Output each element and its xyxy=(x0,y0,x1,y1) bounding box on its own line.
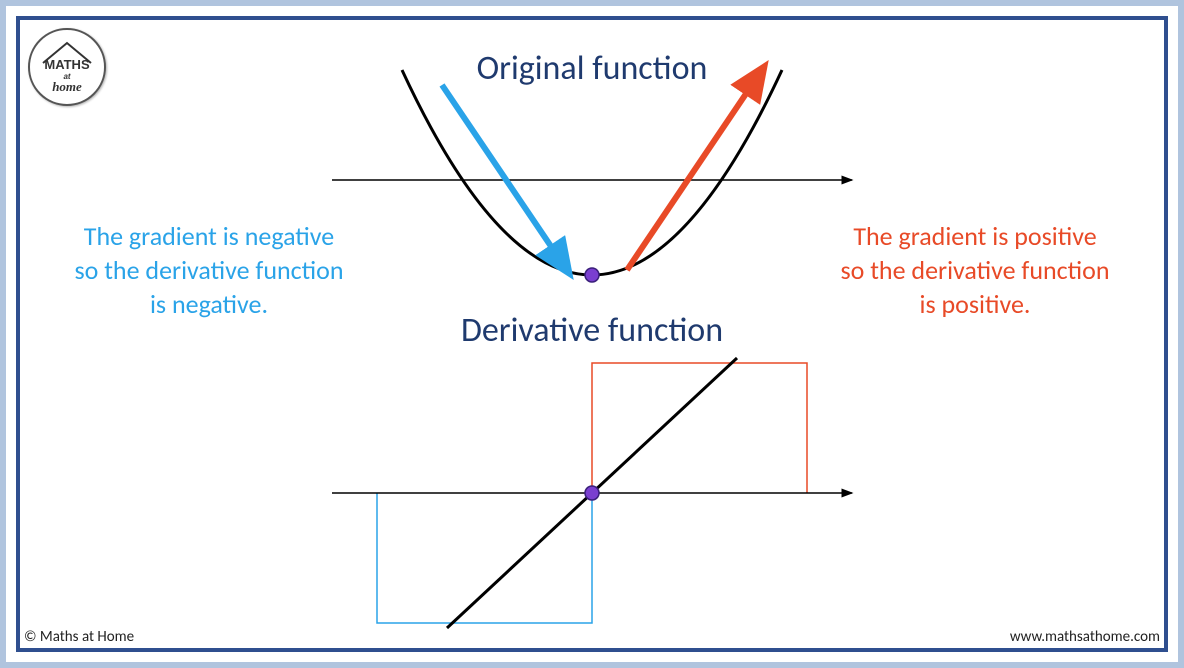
annotation-right-line3: is positive. xyxy=(920,288,1031,320)
annotation-right-line2: so the derivative function xyxy=(840,254,1109,286)
logo-text-bottom: home xyxy=(52,79,82,94)
annotation-left-line2: so the derivative function xyxy=(74,254,343,286)
annotation-right-line1: The gradient is positive xyxy=(853,220,1096,252)
annotation-left-line3: is negative. xyxy=(150,288,268,320)
derivative-function-chart xyxy=(312,348,872,638)
annotation-negative-gradient: The gradient is negative so the derivati… xyxy=(44,220,374,321)
annotation-positive-gradient: The gradient is positive so the derivati… xyxy=(810,220,1140,321)
title-derivative-function: Derivative function xyxy=(461,310,723,351)
copyright-text: © Maths at Home xyxy=(24,628,134,646)
annotation-left-line1: The gradient is negative xyxy=(84,220,334,252)
outer-frame: MATHS at home Original function The grad… xyxy=(0,0,1184,668)
logo-icon: MATHS at home xyxy=(35,35,99,99)
original-function-chart xyxy=(312,60,872,320)
logo-text-top: MATHS xyxy=(44,57,90,72)
website-text: www.mathsathome.com xyxy=(1010,628,1160,646)
logo-badge: MATHS at home xyxy=(28,28,106,106)
inner-frame: MATHS at home Original function The grad… xyxy=(16,16,1168,652)
